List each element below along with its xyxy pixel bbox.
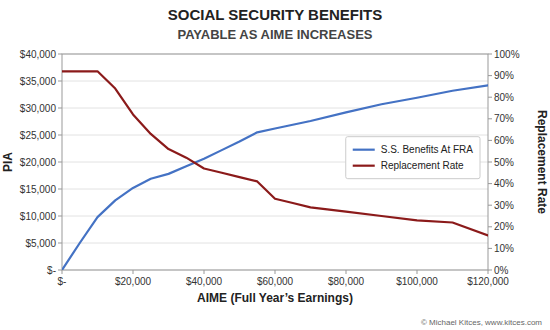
- series-line: [62, 85, 488, 270]
- legend-swatch: [353, 149, 375, 151]
- y-tick: [58, 162, 62, 163]
- y-tick-label: $35,000: [20, 76, 57, 87]
- y-tick-label: $40,000: [20, 49, 57, 60]
- grid: [62, 54, 488, 270]
- y-tick: [58, 243, 62, 244]
- title: SOCIAL SECURITY BENEFITS: [168, 6, 382, 23]
- grid-line: [62, 108, 488, 109]
- x-tick-label: $40,000: [186, 276, 223, 287]
- background: [0, 0, 550, 330]
- chart: SOCIAL SECURITY BENEFITS PAYABLE AS AIME …: [0, 0, 550, 330]
- y2-tick: [488, 205, 492, 206]
- y2-tick: [488, 226, 492, 227]
- y-tick: [58, 108, 62, 109]
- y-tick-label: $20,000: [20, 157, 57, 168]
- legend: S.S. Benefits At FRA Replacement Rate: [346, 137, 480, 179]
- y-axis: $- $5,000 $10,000 $15,000 $20,000 $25,000 $30,…: [1, 49, 62, 276]
- y-tick-label: $15,000: [20, 184, 57, 195]
- y2-tick-label: 90%: [494, 70, 514, 81]
- x-tick-label: $120,000: [467, 276, 509, 287]
- legend-swatch: [353, 165, 375, 167]
- y-tick: [58, 189, 62, 190]
- y2-tick: [488, 118, 492, 119]
- y-tick: [58, 270, 62, 271]
- y-tick-label: $10,000: [20, 211, 57, 222]
- y2-tick-label: 0%: [494, 265, 509, 276]
- y2-axis-label: Replacement Rate: [535, 110, 549, 214]
- y-tick: [58, 81, 62, 82]
- x-axis-label: AIME (Full Year’s Earnings): [197, 291, 353, 305]
- x-tick-label: $-: [58, 276, 67, 287]
- y2-tick-label: 70%: [494, 113, 514, 124]
- grid-line: [62, 216, 488, 217]
- y-tick-label: $25,000: [20, 130, 57, 141]
- y2-tick-label: 80%: [494, 92, 514, 103]
- x-tick: [488, 270, 489, 274]
- y2-tick-label: 20%: [494, 221, 514, 232]
- x-tick-label: $60,000: [257, 276, 294, 287]
- plot-frame: [62, 54, 488, 270]
- x-tick: [417, 270, 418, 274]
- y2-tick-label: 100%: [494, 49, 520, 60]
- x-tick: [62, 270, 63, 274]
- y2-tick-label: 10%: [494, 243, 514, 254]
- grid-line: [62, 243, 488, 244]
- y-tick-label: $30,000: [20, 103, 57, 114]
- x-tick-label: $100,000: [396, 276, 438, 287]
- y2-tick: [488, 54, 492, 55]
- x-tick: [133, 270, 134, 274]
- y2-tick-label: 50%: [494, 157, 514, 168]
- y-axis-label: PIA: [1, 152, 15, 172]
- y2-axis: 0% 10% 20% 30% 40% 50% 60% 70% 80% 90% 100% Replace…: [488, 49, 549, 276]
- x-tick-label: $80,000: [328, 276, 365, 287]
- y2-tick: [488, 248, 492, 249]
- legend-label: Replacement Rate: [381, 160, 464, 171]
- y2-tick: [488, 97, 492, 98]
- y2-tick-label: 60%: [494, 135, 514, 146]
- grid-line: [62, 189, 488, 190]
- y2-tick: [488, 270, 492, 271]
- y-tick: [58, 54, 62, 55]
- series-line: [62, 71, 488, 235]
- x-axis: $- $20,000 $40,000 $60,000 $80,000 $100,000 $1…: [58, 270, 510, 305]
- y-tick-label: $-: [47, 265, 56, 276]
- y-tick: [58, 135, 62, 136]
- y-tick-label: $5,000: [25, 238, 56, 249]
- x-tick-label: $20,000: [115, 276, 152, 287]
- grid-line: [62, 135, 488, 136]
- x-tick: [346, 270, 347, 274]
- y2-tick: [488, 162, 492, 163]
- y2-tick: [488, 75, 492, 76]
- grid-line: [62, 81, 488, 82]
- y2-tick: [488, 183, 492, 184]
- subtitle: PAYABLE AS AIME INCREASES: [177, 27, 372, 42]
- legend-label: S.S. Benefits At FRA: [381, 144, 474, 155]
- legend-box: [346, 137, 480, 179]
- series-group: [62, 71, 488, 270]
- x-tick: [275, 270, 276, 274]
- y2-tick: [488, 140, 492, 141]
- annotation: © Michael Kitces, www.kitces.com: [421, 318, 542, 327]
- y2-tick-label: 30%: [494, 200, 514, 211]
- y2-tick-label: 40%: [494, 178, 514, 189]
- y-tick: [58, 216, 62, 217]
- x-tick: [204, 270, 205, 274]
